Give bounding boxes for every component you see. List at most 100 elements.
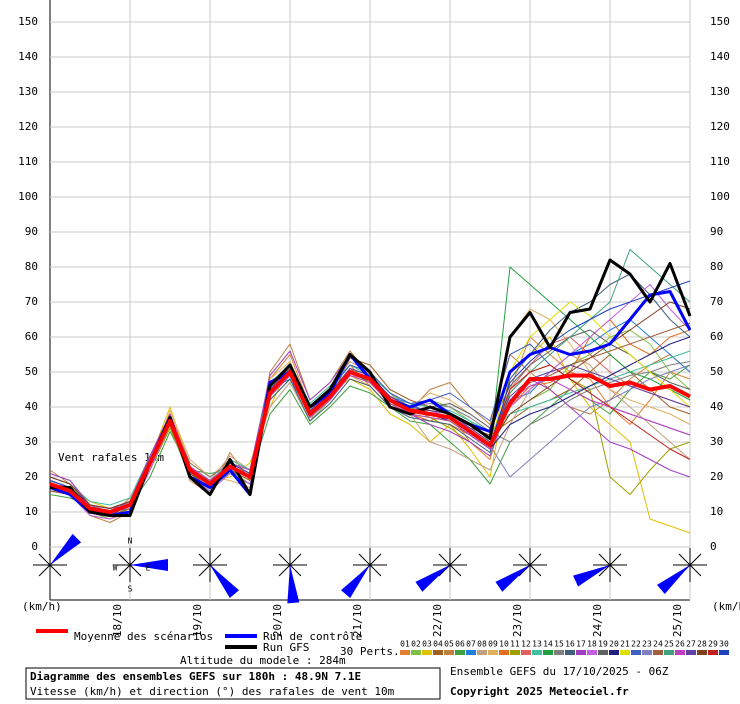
compass-label: E xyxy=(146,564,151,573)
legend-label: 09 xyxy=(488,640,498,649)
legend-label: 03 xyxy=(422,640,432,649)
legend-swatch xyxy=(686,650,696,655)
y-tick-label-right: 60 xyxy=(710,330,723,343)
legend-swatch xyxy=(521,650,531,655)
wind-wedge xyxy=(495,565,530,592)
x-tick-label: 19/10 xyxy=(191,604,204,637)
y-tick-label: 130 xyxy=(18,85,38,98)
y-tick-label: 70 xyxy=(25,295,38,308)
legend-label: 30 xyxy=(719,640,729,649)
legend-label: 02 xyxy=(411,640,421,649)
legend-label: 16 xyxy=(565,640,575,649)
legend-swatch xyxy=(697,650,707,655)
y-tick-label-right: 90 xyxy=(710,225,723,238)
wind-wedge xyxy=(130,559,168,571)
legend-swatch xyxy=(554,650,564,655)
wind-wedge xyxy=(415,565,450,592)
legend-label: 06 xyxy=(455,640,465,649)
legend-label: 21 xyxy=(620,640,630,649)
legend-swatch xyxy=(477,650,487,655)
x-tick-label: 22/10 xyxy=(431,604,444,637)
y-tick-label: 30 xyxy=(25,435,38,448)
footer-box xyxy=(25,667,441,700)
wind-wedge xyxy=(657,565,690,595)
y-tick-label-right: 120 xyxy=(710,120,730,133)
y-tick-label-right: 70 xyxy=(710,295,723,308)
legend-label: Run GFS xyxy=(263,641,309,654)
y-tick-label: 90 xyxy=(25,225,38,238)
y-tick-label-right: 40 xyxy=(710,400,723,413)
legend-swatch xyxy=(422,650,432,655)
legend-swatch xyxy=(510,650,520,655)
legend-swatch xyxy=(598,650,608,655)
y-tick-label-right: 110 xyxy=(710,155,730,168)
legend-swatch xyxy=(587,650,597,655)
legend-label: 18 xyxy=(587,640,597,649)
legend-swatch xyxy=(576,650,586,655)
legend-swatch xyxy=(719,650,729,655)
y-axis-label: (km/h) xyxy=(22,600,62,613)
legend-swatch xyxy=(532,650,542,655)
legend-label: 28 xyxy=(697,640,707,649)
x-tick-label: 23/10 xyxy=(511,604,524,637)
legend-swatch xyxy=(543,650,553,655)
x-tick-label: 25/10 xyxy=(671,604,684,637)
legend-label: 04 xyxy=(433,640,443,649)
legend-label: 13 xyxy=(532,640,542,649)
y-axis-label-right: (km/h) xyxy=(712,600,740,613)
y-tick-label: 140 xyxy=(18,50,38,63)
compass-label: W xyxy=(113,564,118,573)
y-tick-label-right: 0 xyxy=(710,540,717,553)
y-tick-label: 40 xyxy=(25,400,38,413)
legend-swatch xyxy=(466,650,476,655)
legend-swatch xyxy=(444,650,454,655)
y-tick-label: 150 xyxy=(18,15,38,28)
wind-wedge xyxy=(210,565,240,598)
legend-label: 11 xyxy=(510,640,520,649)
legend-label: 20 xyxy=(609,640,619,649)
annotation: Vent rafales 10m xyxy=(58,451,164,464)
legend-swatch xyxy=(631,650,641,655)
y-tick-label-right: 140 xyxy=(710,50,730,63)
legend-swatch xyxy=(565,650,575,655)
y-tick-label-right: 100 xyxy=(710,190,730,203)
legend-swatch xyxy=(499,650,509,655)
legend-label: 19 xyxy=(598,640,608,649)
y-tick-label: 60 xyxy=(25,330,38,343)
y-tick-label-right: 130 xyxy=(710,85,730,98)
perts-label: 30 Perts. xyxy=(340,645,400,658)
run-info: Ensemble GEFS du 17/10/2025 - 06Z xyxy=(450,665,669,678)
legend-label: 07 xyxy=(466,640,476,649)
wind-wedge xyxy=(340,565,370,598)
legend-label: 17 xyxy=(576,640,586,649)
chart-title: Diagramme des ensembles GEFS sur 180h : … xyxy=(30,670,361,683)
legend-swatch xyxy=(653,650,663,655)
legend-label: 05 xyxy=(444,640,454,649)
legend-label: 10 xyxy=(499,640,509,649)
legend-swatch xyxy=(488,650,498,655)
y-tick-label: 10 xyxy=(25,505,38,518)
legend-swatch xyxy=(675,650,685,655)
wind-wedge xyxy=(287,565,300,604)
legend-label: 15 xyxy=(554,640,564,649)
legend-swatch xyxy=(455,650,465,655)
legend-swatch xyxy=(433,650,443,655)
y-tick-label: 80 xyxy=(25,260,38,273)
y-tick-label-right: 20 xyxy=(710,470,723,483)
legend-label: 22 xyxy=(631,640,641,649)
legend-swatch xyxy=(609,650,619,655)
legend-label: 25 xyxy=(664,640,674,649)
legend-label: 27 xyxy=(686,640,696,649)
legend-swatch xyxy=(400,650,410,655)
x-tick-label: 20/10 xyxy=(271,604,284,637)
y-tick-label: 110 xyxy=(18,155,38,168)
compass-label: S xyxy=(128,585,133,594)
wind-wedge xyxy=(50,533,82,565)
legend-label: 12 xyxy=(521,640,531,649)
x-tick-label: 18/10 xyxy=(111,604,124,637)
chart-subtitle: Vitesse (km/h) et direction (°) des rafa… xyxy=(30,685,395,698)
y-tick-label: 120 xyxy=(18,120,38,133)
legend-label: 08 xyxy=(477,640,487,649)
legend-label: 29 xyxy=(708,640,718,649)
